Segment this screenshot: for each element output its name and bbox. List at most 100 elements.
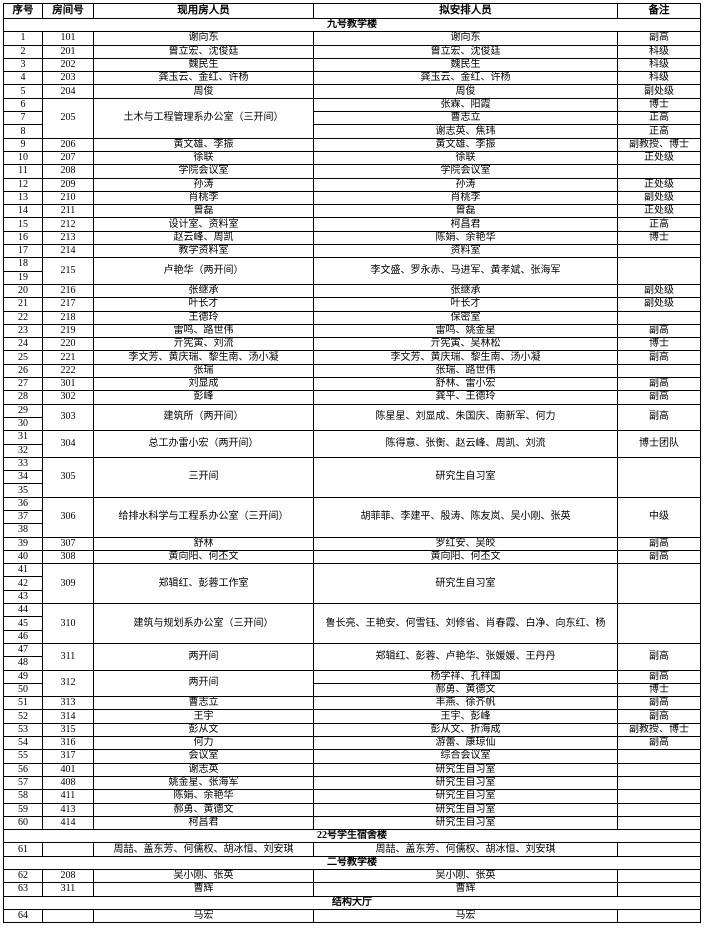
current-cell: 柯昌君 <box>93 815 314 831</box>
planned-cell: 肖桃李 <box>313 190 618 206</box>
planned-cell: 周喆、盖东芳、何儒权、胡冰恒、刘安琪 <box>313 842 618 857</box>
room-row: 20 216 张继承 张继承 副处级 <box>3 283 701 299</box>
seq-cell: 64 <box>3 908 43 924</box>
room-cell: 211 <box>42 204 94 219</box>
seq-cell: 62 <box>3 868 43 884</box>
room-cell: 310 <box>42 603 94 644</box>
seq-cell: 49 <box>3 669 43 684</box>
current-cell: 肖桃李 <box>93 190 314 206</box>
seq-cell: 47 <box>3 642 43 658</box>
room-cell: 408 <box>42 775 94 791</box>
current-cell: 会议室 <box>93 749 314 764</box>
note-cell: 科级 <box>617 71 701 86</box>
current-cell: 彭从文 <box>93 722 314 738</box>
current-cell: 徐联 <box>93 150 314 166</box>
seq-cell: 61 <box>3 842 43 857</box>
room-cell: 221 <box>42 350 94 365</box>
note-cell: 科级 <box>617 44 701 59</box>
note-cell: 副高 <box>617 323 701 339</box>
room-cell <box>42 842 94 857</box>
seq-cell: 25 <box>3 350 43 365</box>
seq-cell: 14 <box>3 204 43 219</box>
current-cell: 陈娟、余艳华 <box>93 789 314 804</box>
note-cell: 副教授、博士 <box>617 137 701 152</box>
planned-cell: 杨学祥、孔祥国 <box>313 669 618 684</box>
room-cell: 301 <box>42 377 94 392</box>
planned-cell: 彭从文、折海成 <box>313 722 618 738</box>
note-cell <box>617 882 701 897</box>
seq-cell: 17 <box>3 244 43 259</box>
room-row: 63 311 曹辉 曹辉 <box>3 882 701 897</box>
room-cell: 206 <box>42 137 94 152</box>
current-cell: 两开间 <box>93 669 314 698</box>
room-cell: 218 <box>42 310 94 325</box>
current-cell: 龚玉云、金红、许杨 <box>93 71 314 86</box>
seq-cell: 20 <box>3 283 43 299</box>
seq-cell: 13 <box>3 190 43 206</box>
room-row: 16 213 赵云峰、周凯 陈娟、余艳华 博士 <box>3 230 701 246</box>
note-cell <box>617 563 701 605</box>
note-cell <box>617 815 701 831</box>
note-cell: 副教授、博士 <box>617 722 701 738</box>
room-cell: 413 <box>42 802 94 817</box>
room-row: 49 312 两开间 杨学祥、孔祥国 副高 <box>3 669 701 698</box>
room-row: 64 马宏 马宏 <box>3 908 701 924</box>
seq-cell: 45 <box>3 616 43 631</box>
room-cell: 204 <box>42 84 94 99</box>
room-row: 62 208 吴小刚、张英 吴小刚、张英 <box>3 868 701 884</box>
room-row: 39 307 舒林 罗红安、吴皎 副高 <box>3 536 701 551</box>
room-row: 57 408 姚金星、张海军 研究生自习室 <box>3 775 701 791</box>
planned-cell: 研究生自习室 <box>313 762 618 777</box>
note-cell: 副高 <box>617 536 701 551</box>
current-cell: 姚金星、张海军 <box>93 775 314 791</box>
seq-cell: 40 <box>3 549 43 565</box>
room-row: 40 308 黄向阳、何丕文 黄向阳、何丕文 副高 <box>3 549 701 565</box>
planned-cell: 谢向东 <box>313 31 618 46</box>
room-row: 22 218 王德玲 保密室 <box>3 310 701 325</box>
seq-cell: 52 <box>3 709 43 724</box>
room-cell: 212 <box>42 217 94 232</box>
planned-cell: 鲁长亮、王艳安、何雪钰、刘修省、肖春霞、白净、向东红、杨 <box>313 603 618 644</box>
room-cell: 317 <box>42 749 94 764</box>
note-cell <box>617 456 701 498</box>
planned-cell: 郑辑红、彭蓉、卢艳华、张媛媛、王丹丹 <box>313 642 618 671</box>
room-cell: 311 <box>42 642 94 671</box>
seq-cell: 22 <box>3 310 43 325</box>
current-cell: 吴小刚、张英 <box>93 868 314 884</box>
note-cell <box>617 310 701 325</box>
seq-cell: 12 <box>3 177 43 192</box>
planned-cell: 雷鸣、姚金星 <box>313 323 618 339</box>
seq-cell: 56 <box>3 762 43 777</box>
room-row: 59 413 郝勇、黄德文 研究生自习室 <box>3 802 701 817</box>
room-row: 28 302 彭峰 龚平、王德玲 副高 <box>3 390 701 405</box>
note-cell: 博士 <box>617 682 701 698</box>
planned-cell: 研究生自习室 <box>313 563 618 605</box>
note-cell: 副处级 <box>617 190 701 206</box>
seq-cell: 33 <box>3 456 43 472</box>
note-cell: 博士 <box>617 230 701 246</box>
room-row: 29 303 建筑所（两开间） 陈星星、刘显成、朱国庆、南新军、何力 副高 <box>3 403 701 432</box>
seq-cell: 63 <box>3 882 43 897</box>
note-cell <box>617 244 701 259</box>
planned-cell: 谢志英、焦玮 <box>313 124 618 139</box>
note-cell: 正高 <box>617 124 701 139</box>
note-cell: 副处级 <box>617 297 701 312</box>
room-cell: 309 <box>42 563 94 605</box>
note-cell: 副处级 <box>617 283 701 299</box>
room-cell: 203 <box>42 71 94 86</box>
seq-cell: 24 <box>3 337 43 352</box>
room-cell: 217 <box>42 297 94 312</box>
room-row: 21 217 叶长才 叶长才 副处级 <box>3 297 701 312</box>
note-cell: 副高 <box>617 709 701 724</box>
seq-cell: 57 <box>3 775 43 791</box>
current-cell: 王德玲 <box>93 310 314 325</box>
room-row: 5 204 周俊 周俊 副处级 <box>3 84 701 99</box>
seq-cell: 43 <box>3 589 43 605</box>
seq-cell: 32 <box>3 443 43 458</box>
planned-cell: 曾磊 <box>313 204 618 219</box>
seq-cell: 35 <box>3 483 43 498</box>
note-cell <box>617 363 701 379</box>
planned-cell: 孙涛 <box>313 177 618 192</box>
section-row: 结构大厅 <box>3 895 701 910</box>
